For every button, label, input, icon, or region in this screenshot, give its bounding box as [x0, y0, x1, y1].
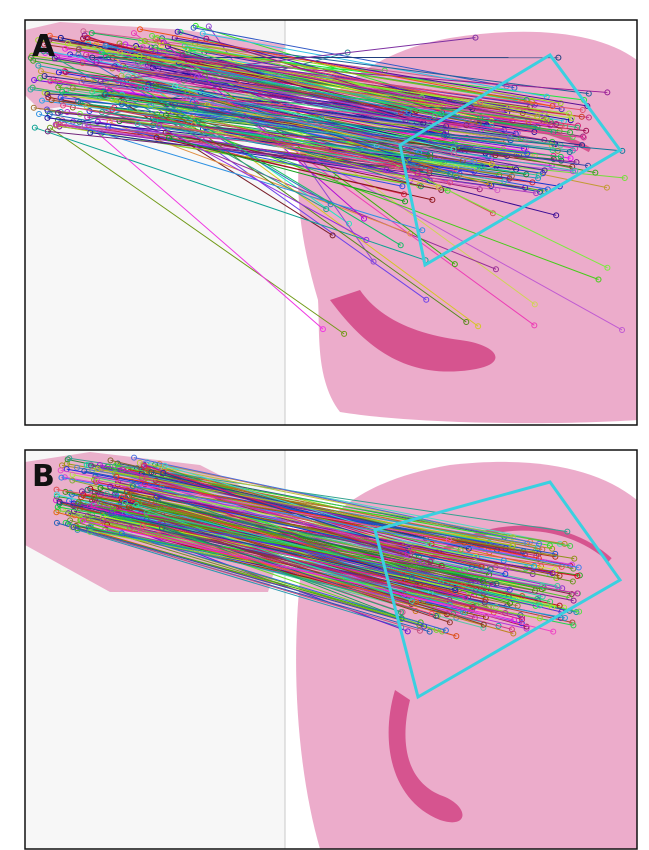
panel-label: B [32, 459, 55, 494]
panel-label: A [32, 29, 56, 64]
panel-a [25, 20, 637, 425]
page: A B (() => { const data = JSON.parse(doc… [0, 0, 649, 850]
panel-b [25, 450, 637, 849]
figure: A B [0, 0, 649, 850]
